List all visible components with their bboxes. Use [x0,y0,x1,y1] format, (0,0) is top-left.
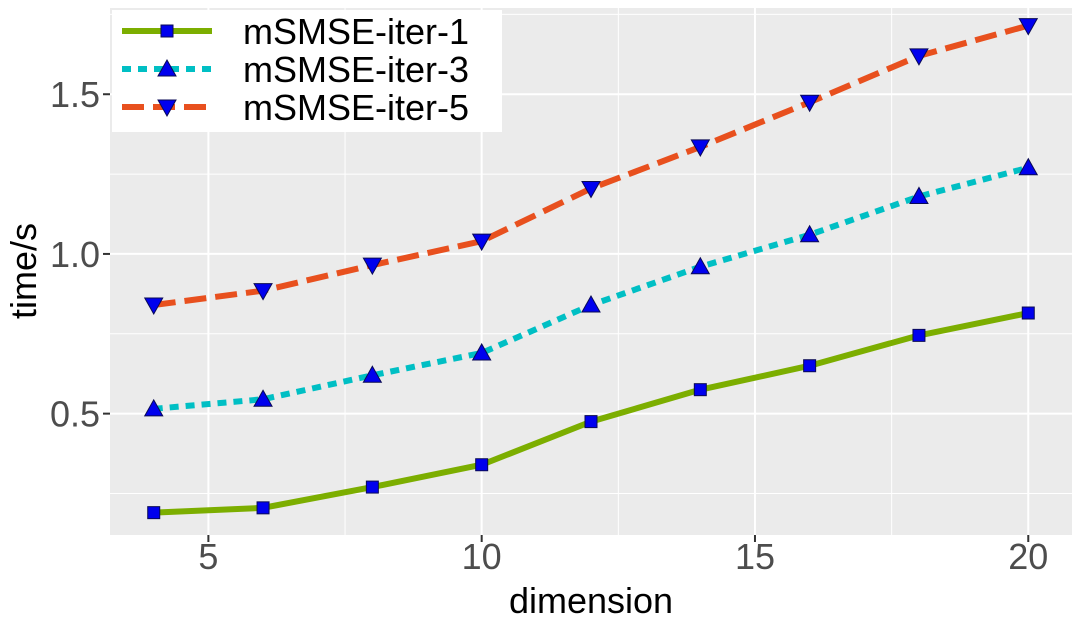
data-point-mSMSE-iter-5 [690,139,711,157]
data-point-mSMSE-iter-3 [253,389,273,407]
data-point-mSMSE-iter-1 [365,480,379,494]
data-point-mSMSE-iter-5 [143,297,164,316]
data-point-mSMSE-iter-1 [475,458,489,472]
data-point-mSMSE-iter-3 [909,186,929,204]
legend-key-marker [157,58,177,77]
data-point-mSMSE-iter-1 [803,359,817,373]
data-point-mSMSE-iter-5 [909,48,929,66]
data-point-mSMSE-iter-5 [471,233,492,252]
data-point-mSMSE-iter-5 [1018,18,1039,36]
y-axis-title: time/s [3,223,44,319]
data-point-mSMSE-iter-3 [362,365,383,383]
legend-label: mSMSE-iter-5 [243,87,469,128]
data-point-mSMSE-iter-3 [471,342,492,361]
data-point-mSMSE-iter-1 [584,415,598,429]
legend-label: mSMSE-iter-1 [243,11,469,52]
data-point-mSMSE-iter-1 [693,383,707,397]
x-tick-label: 15 [735,536,775,577]
data-point-mSMSE-iter-3 [690,256,711,275]
y-tick-label: 1.5 [50,74,100,115]
data-point-mSMSE-iter-5 [362,257,383,276]
x-tick-label: 20 [1008,536,1048,577]
data-point-mSMSE-iter-1 [912,328,926,342]
series-markers [143,18,1039,520]
x-tick-labels: 5 10 15 20 [198,536,1048,577]
legend-key-marker [160,24,174,38]
data-point-mSMSE-iter-3 [799,224,820,243]
data-point-mSMSE-iter-5 [799,94,820,113]
axis-ticks [103,93,1030,542]
data-point-mSMSE-iter-5 [581,180,601,199]
data-point-mSMSE-iter-5 [253,283,273,301]
y-tick-label: 0.5 [50,394,100,435]
x-tick-label: 10 [462,536,502,577]
legend-label: mSMSE-iter-3 [243,49,469,90]
y-tick-label: 1.0 [50,234,100,275]
data-point-mSMSE-iter-1 [256,501,270,515]
data-point-mSMSE-iter-1 [1021,306,1035,320]
x-axis-title: dimension [509,580,673,621]
legend-key-marker [157,99,177,118]
data-point-mSMSE-iter-3 [1018,157,1039,176]
x-tick-label: 5 [198,536,218,577]
data-point-mSMSE-iter-3 [581,295,601,313]
y-tick-labels: 0.5 1.0 1.5 [50,74,100,434]
data-point-mSMSE-iter-3 [143,398,164,417]
data-point-mSMSE-iter-1 [147,506,161,520]
